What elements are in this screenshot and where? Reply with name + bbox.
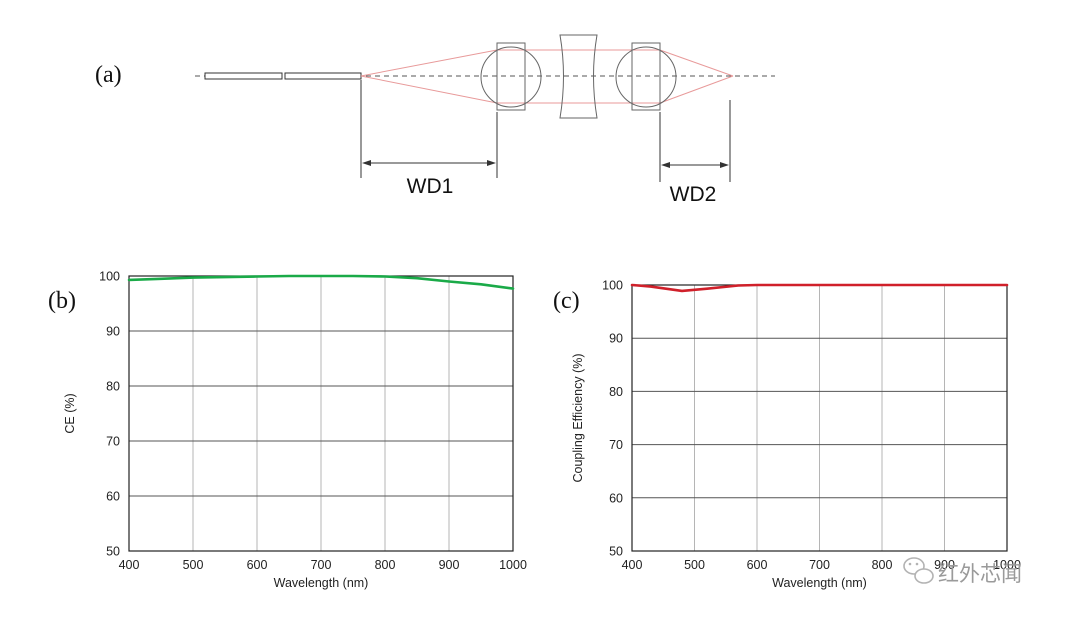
y-tick-label: 60: [106, 490, 120, 504]
chart-coupling-efficiency: (c) 400 500 600 700 800 900 1000 50 60 70 80 90 100 W…: [553, 279, 1021, 591]
fiber-segment-2: [284, 72, 362, 80]
y-tick-label: 70: [609, 438, 623, 452]
x-tick-label: 800: [872, 558, 893, 572]
optical-diagram: (a): [95, 34, 775, 206]
ray-upper-out: [659, 49, 734, 77]
panel-a-label: (a): [95, 62, 122, 88]
wd2-label: WD2: [670, 183, 717, 206]
x-tick-label: 700: [311, 558, 332, 572]
x-tick-label: 400: [622, 558, 643, 572]
y-tick-label: 50: [609, 545, 623, 559]
fiber-segment-1: [204, 72, 283, 80]
y-tick-label: 80: [106, 380, 120, 394]
y-tick-label: 70: [106, 435, 120, 449]
y-tick-label: 100: [602, 279, 623, 293]
x-tick-label: 1000: [993, 558, 1021, 572]
x-tick-label: 900: [439, 558, 460, 572]
y-tick-label: 80: [609, 385, 623, 399]
panel-c-label: (c): [553, 288, 580, 314]
x-axis-title: Wavelength (nm): [274, 576, 369, 590]
center-lens: [559, 34, 598, 119]
chart-ce: (b) 400 500 600 700 800 900 1000 50 60 70 80 90 100 W…: [48, 270, 527, 591]
y-axis-title: CE (%): [63, 393, 77, 433]
y-tick-label: 90: [106, 325, 120, 339]
x-axis-title: Wavelength (nm): [772, 576, 867, 590]
watermark-text: 红外芯闻: [938, 562, 1022, 586]
x-tick-label: 800: [375, 558, 396, 572]
wd1-label: WD1: [407, 175, 454, 198]
x-tick-label: 1000: [499, 558, 527, 572]
ray-lower-out: [659, 75, 734, 104]
y-tick-label: 60: [609, 491, 623, 505]
x-tick-label: 600: [747, 558, 768, 572]
ball-lens-2: [615, 42, 677, 111]
y-axis-title: Coupling Efficiency (%): [571, 354, 585, 483]
wechat-logo-icon: [903, 557, 934, 584]
x-tick-label: 700: [809, 558, 830, 572]
x-tick-label: 400: [119, 558, 140, 572]
panel-b-label: (b): [48, 288, 76, 314]
series-line: [630, 283, 1009, 293]
y-tick-label: 100: [99, 270, 120, 284]
ball-lens-1: [480, 42, 542, 111]
x-tick-label: 500: [684, 558, 705, 572]
wd1-dimension: WD1: [360, 80, 498, 198]
ray-upper-in: [360, 49, 498, 77]
y-tick-label: 50: [106, 545, 120, 559]
watermark: 红外芯闻: [903, 557, 1022, 586]
x-tick-label: 900: [934, 558, 955, 572]
x-tick-label: 500: [183, 558, 204, 572]
ray-lower-in: [360, 75, 498, 104]
wd2-dimension: WD2: [659, 100, 731, 206]
x-tick-label: 600: [247, 558, 268, 572]
y-tick-label: 90: [609, 332, 623, 346]
